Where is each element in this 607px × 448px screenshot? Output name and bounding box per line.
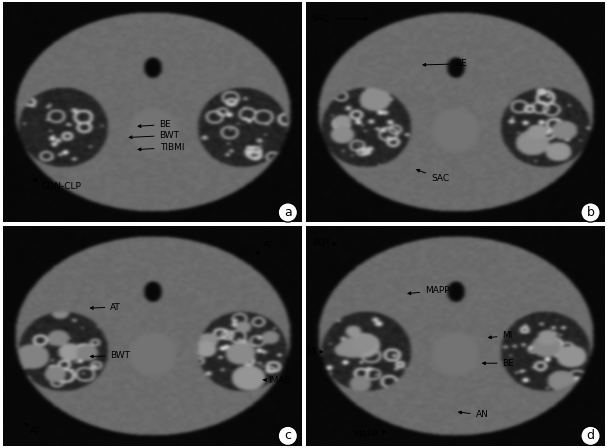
Text: b: b xyxy=(586,206,594,219)
Text: d: d xyxy=(586,429,594,442)
Text: SAC: SAC xyxy=(417,169,449,183)
Text: BWT: BWT xyxy=(129,131,180,140)
Text: BE: BE xyxy=(483,359,514,368)
Text: MI: MI xyxy=(489,331,513,340)
Text: AT: AT xyxy=(90,302,121,312)
Text: AT: AT xyxy=(257,241,273,254)
Text: TIBMI: TIBMI xyxy=(138,143,184,152)
Text: c: c xyxy=(284,429,291,442)
Text: MI: MI xyxy=(306,347,323,356)
Text: AT: AT xyxy=(25,423,41,436)
Text: BWT: BWT xyxy=(90,351,131,360)
Text: SAC: SAC xyxy=(312,14,367,23)
Text: BQT: BQT xyxy=(312,237,336,247)
Text: a: a xyxy=(284,206,292,219)
Text: MAPP: MAPP xyxy=(353,430,385,439)
Text: MAPP: MAPP xyxy=(408,286,450,295)
Text: BE: BE xyxy=(138,120,171,129)
Text: IMAE: IMAE xyxy=(263,376,291,385)
Text: AN: AN xyxy=(459,410,489,419)
Text: CON-CLP: CON-CLP xyxy=(33,179,82,190)
Text: BE: BE xyxy=(423,60,467,69)
